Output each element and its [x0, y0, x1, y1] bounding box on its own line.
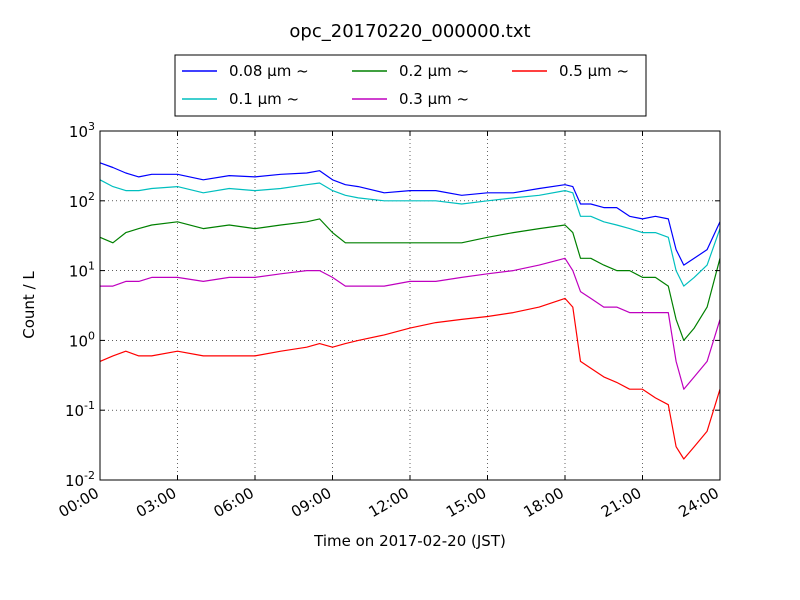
series-line-3 [100, 257, 721, 390]
x-tick-label: 24:00 [676, 484, 722, 521]
legend: 0.08 μm ~ 0.1 μm ~ 0.2 μm ~ 0.3 μm ~ 0.5 μm … [174, 54, 647, 117]
y-tick-label: 100 [69, 329, 95, 350]
x-tick-label: 09:00 [288, 484, 334, 521]
legend-label-0: 0.08 μm ~ [229, 62, 309, 80]
series-line-0 [99, 162, 721, 266]
x-tick-label: 18:00 [521, 484, 567, 521]
y-tick-base: 10 [69, 332, 88, 350]
y-tick-base: 10 [65, 402, 84, 420]
x-axis-label: Time on 2017-02-20 (JST) [313, 532, 506, 550]
y-tick-base: 10 [69, 123, 88, 141]
series-line-4 [99, 297, 721, 460]
y-tick-label: 103 [69, 120, 95, 141]
y-axis-label: Count / L [20, 271, 38, 339]
y-tick-base: 10 [69, 193, 88, 211]
y-tick-exponent: 1 [88, 260, 95, 273]
x-tick-label: 06:00 [211, 484, 257, 521]
y-tick-base: 10 [69, 263, 88, 281]
y-tick-label: 10-2 [65, 469, 95, 490]
legend-label-2: 0.2 μm ~ [399, 62, 469, 80]
x-tick-label: 21:00 [598, 484, 644, 521]
x-tick-label: 15:00 [443, 484, 489, 521]
legend-label-4: 0.5 μm ~ [559, 62, 629, 80]
y-tick-exponent: -2 [84, 469, 95, 482]
y-tick-exponent: 0 [88, 329, 95, 342]
series-line-2 [99, 218, 721, 341]
y-tick-exponent: -1 [84, 399, 95, 412]
y-tick-exponent: 3 [88, 120, 95, 133]
chart-title: opc_20170220_000000.txt [289, 21, 530, 42]
x-tick-label: 03:00 [133, 484, 179, 521]
legend-label-1: 0.1 μm ~ [229, 90, 299, 108]
y-tick-exponent: 2 [88, 190, 95, 203]
legend-label-3: 0.3 μm ~ [399, 90, 469, 108]
series-line-1 [99, 179, 721, 287]
y-tick-base: 10 [65, 472, 84, 490]
y-tick-label: 101 [69, 260, 95, 281]
y-tick-label: 10-1 [65, 399, 95, 420]
y-tick-label: 102 [69, 190, 95, 211]
x-tick-label: 12:00 [366, 484, 412, 521]
legend-box [174, 54, 647, 117]
